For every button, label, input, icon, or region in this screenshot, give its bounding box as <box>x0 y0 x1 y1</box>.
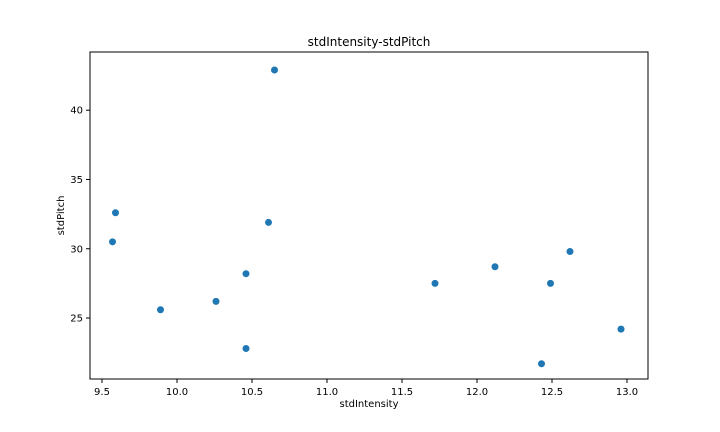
x-tick-label: 11.5 <box>391 387 413 398</box>
y-tick-label: 40 <box>70 106 83 117</box>
data-point <box>431 279 439 287</box>
data-point <box>491 263 499 271</box>
data-point <box>547 279 554 287</box>
data-point <box>212 297 220 305</box>
data-point <box>112 209 119 217</box>
y-axis: 25 30 35 40 <box>70 106 90 325</box>
data-point <box>566 248 574 256</box>
x-axis-label: stdIntensity <box>339 399 398 410</box>
y-tick-label: 30 <box>70 244 83 255</box>
x-tick-label: 10.5 <box>241 387 263 398</box>
x-tick-label: 13.0 <box>616 387 638 398</box>
x-tick-label: 12.5 <box>541 387 563 398</box>
x-tick-label: 10.0 <box>166 387 188 398</box>
data-point <box>271 66 278 74</box>
x-tick-label: 9.5 <box>94 387 110 398</box>
y-axis-label: stdPitch <box>56 196 67 236</box>
data-point <box>265 218 272 226</box>
x-axis: 9.5 10.0 10.5 11.0 11.5 12.0 12.5 13.0 <box>94 379 638 398</box>
data-point <box>109 238 116 246</box>
x-tick-label: 12.0 <box>466 387 488 398</box>
y-tick-label: 25 <box>70 314 83 325</box>
chart-title: stdIntensity-stdPitch <box>308 35 431 49</box>
data-point <box>242 345 250 353</box>
data-point <box>242 270 250 278</box>
data-point <box>617 325 625 333</box>
data-point <box>157 306 164 314</box>
x-tick-label: 11.0 <box>316 387 338 398</box>
data-point <box>538 360 545 368</box>
plot-frame <box>89 51 649 380</box>
data-points <box>109 66 625 368</box>
y-tick-label: 35 <box>70 175 83 186</box>
